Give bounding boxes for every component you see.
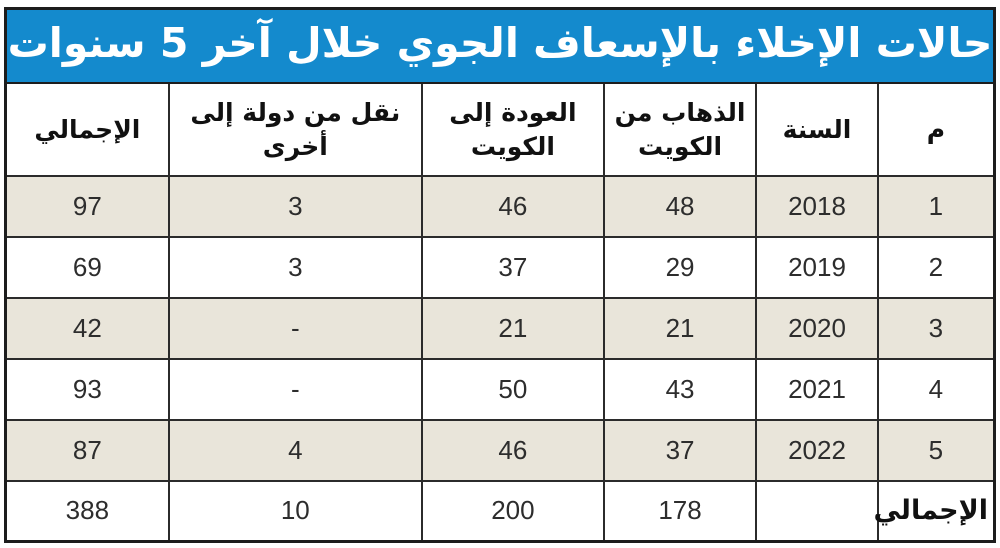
table-title-bar: حالات الإخلاء بالإسعاف الجوي خلال آخر 5 … [4,7,996,84]
table-title: حالات الإخلاء بالإسعاف الجوي خلال آخر 5 … [7,18,993,67]
column-header-4: نقل من دولة إلى أخرى [167,84,423,177]
cell-r5-c4: 4 [167,418,423,482]
cell-r4-c1: 2021 [755,357,879,421]
cell-r5-c3: 46 [420,418,605,482]
cell-r3-c2: 21 [602,296,758,360]
cell-r4-c5: 93 [4,357,170,421]
table-row-3: 3 2020 21 21-42 [4,296,996,360]
cell-r3-c3: 21 [420,296,605,360]
cell-r3-c5: 42 [4,296,170,360]
cell-r2-c3: 37 [420,235,605,299]
totals-cell-c5: 388 [4,479,170,543]
cell-r5-c0: 5 [876,418,996,482]
table-row-4: 4 2021 43 50-93 [4,357,996,421]
table-row-1: 1 2018 48 46 3 97 [4,175,996,238]
cell-r2-c4: 3 [167,235,423,299]
totals-row: الإجمالي 178 200 10 388 [4,479,996,543]
cell-r2-c5: 69 [4,235,170,299]
column-header-0: م [876,84,996,177]
evacuations-table: م السنة الذهاب من الكويت العودة إلى الكويت ن… [4,84,996,543]
cell-r2-c1: 2019 [755,235,879,299]
table-row-2: 2 2019 29 37 3 69 [4,235,996,299]
cell-r1-c4: 3 [167,175,423,238]
cell-r5-c2: 37 [602,418,758,482]
cell-r3-c1: 2020 [755,296,879,360]
cell-r1-c1: 2018 [755,175,879,238]
table-row-5: 5 2022 37 46 4 87 [4,418,996,482]
column-header-1: السنة [755,84,879,177]
column-header-3: العودة إلى الكويت [420,84,605,177]
cell-r4-c3: 50 [420,357,605,421]
cell-r5-c1: 2022 [755,418,879,482]
cell-r5-c5: 87 [4,418,170,482]
cell-r3-c4: - [167,296,423,360]
totals-cell-c3: 200 [420,479,605,543]
cell-r4-c0: 4 [876,357,996,421]
cell-r4-c4: - [167,357,423,421]
cell-r1-c2: 48 [602,175,758,238]
cell-r2-c2: 29 [602,235,758,299]
cell-r2-c0: 2 [876,235,996,299]
totals-cell-c1 [755,479,879,543]
table-header-row: م السنة الذهاب من الكويت العودة إلى الكويت ن… [4,84,996,177]
totals-cell-c2: 178 [602,479,758,543]
cell-r1-c3: 46 [420,175,605,238]
totals-label: الإجمالي [873,479,996,543]
cell-r1-c0: 1 [876,175,996,238]
table-frame: حالات الإخلاء بالإسعاف الجوي خلال آخر 5 … [4,7,996,543]
column-header-2: الذهاب من الكويت [602,84,758,177]
cell-r3-c0: 3 [876,296,996,360]
cell-r4-c2: 43 [602,357,758,421]
totals-cell-c4: 10 [167,479,423,543]
cell-r1-c5: 97 [4,175,170,238]
column-header-5: الإجمالي [4,84,170,177]
